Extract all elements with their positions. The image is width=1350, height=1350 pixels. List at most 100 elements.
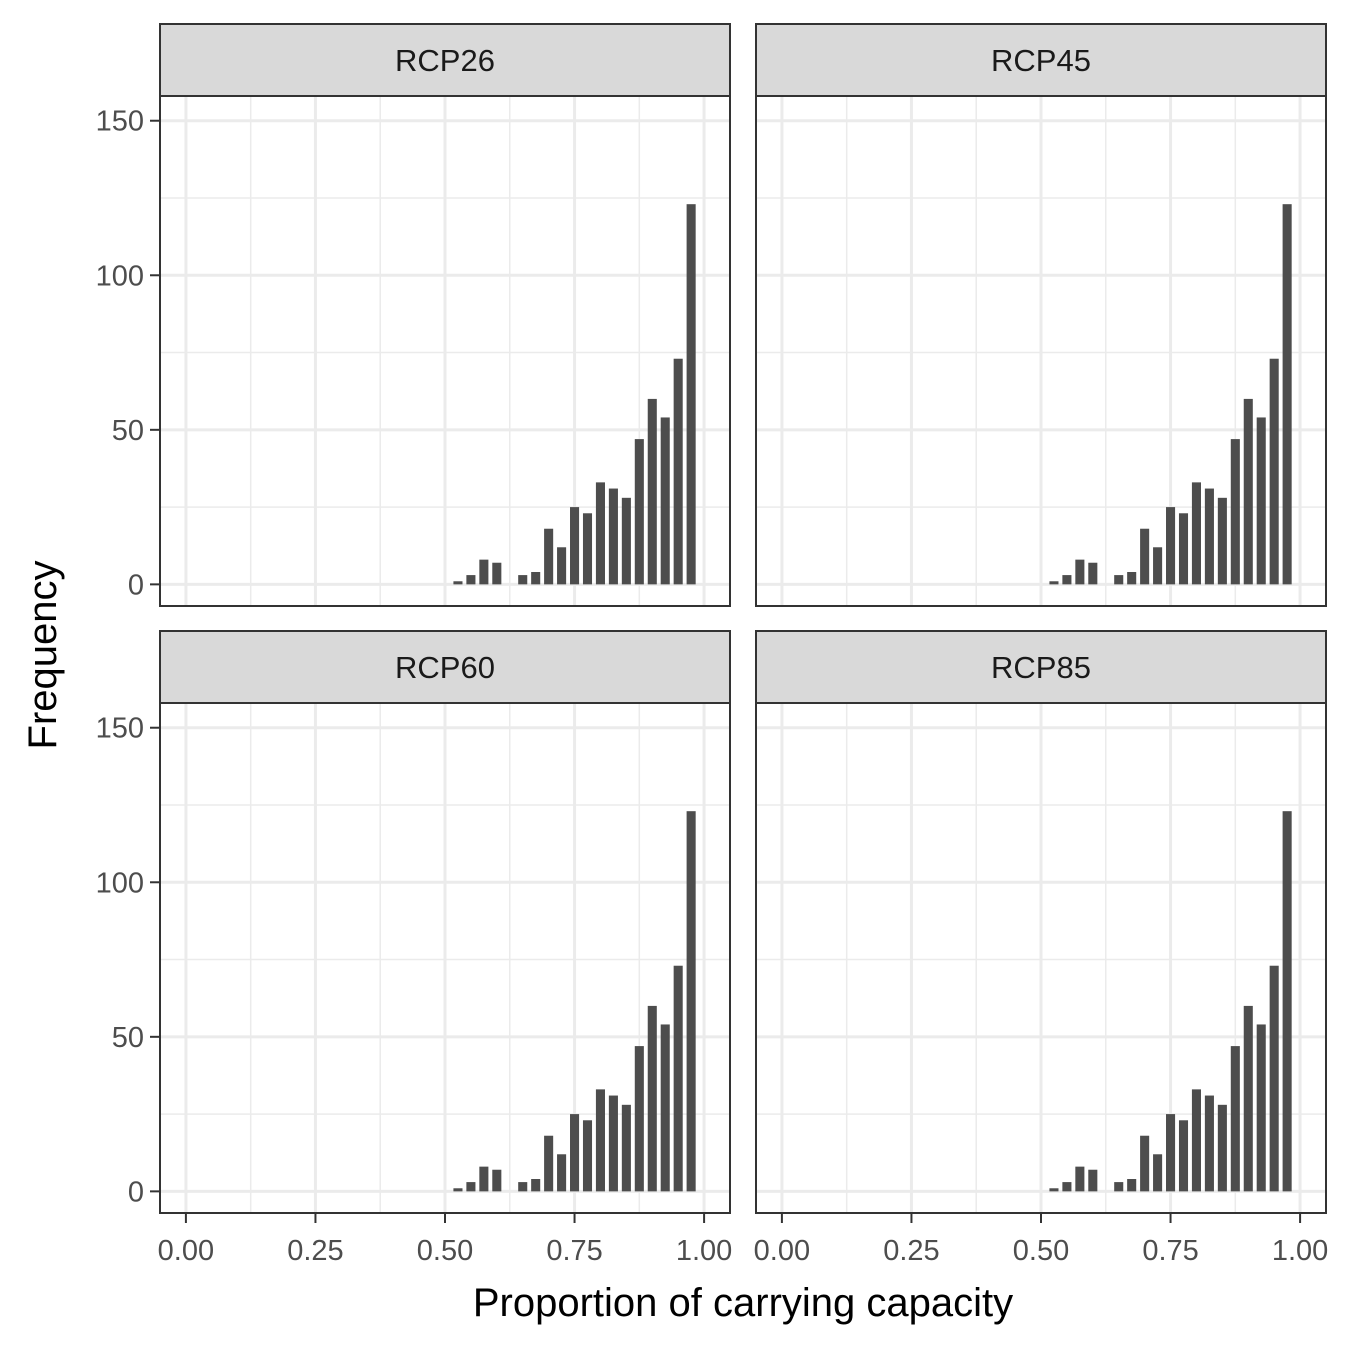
histogram-bar — [1127, 1179, 1137, 1192]
strip-header — [159, 23, 731, 97]
x-tick-label: 0.50 — [417, 1235, 473, 1267]
panels-layer: RCP26 0 50 100 150 RCP45 RCP60 0 50 100 150 0.00 0.2… — [96, 23, 1328, 1267]
histogram-bar — [1153, 1154, 1163, 1192]
histogram-bar — [660, 1024, 670, 1192]
panel-rcp26: RCP26 0 50 100 150 — [96, 23, 731, 607]
y-tick-label: 100 — [96, 260, 144, 292]
histogram-bar — [621, 1104, 631, 1192]
histogram-bar — [544, 1135, 554, 1192]
strip-header — [159, 630, 731, 704]
histogram-bar — [1217, 497, 1227, 585]
x-tick-label: 0.00 — [158, 1235, 214, 1267]
histogram-bar — [1075, 559, 1085, 585]
histogram-bar — [479, 559, 489, 585]
histogram-bar — [1178, 513, 1189, 585]
histogram-bar — [1140, 528, 1150, 585]
x-tick-label: 0.75 — [546, 1235, 602, 1267]
histogram-bar — [582, 1120, 593, 1192]
y-tick-label: 150 — [96, 713, 144, 745]
histogram-bar — [1256, 417, 1266, 585]
histogram-bar — [1282, 811, 1292, 1192]
panel-rcp60: RCP60 0 50 100 150 0.00 0.25 0.50 0.75 1.00 — [96, 630, 732, 1267]
histogram-bar — [492, 1169, 502, 1192]
strip-label: RCP60 — [395, 650, 495, 685]
histogram-bar — [1088, 1169, 1098, 1192]
panel-rcp85: RCP85 0.00 0.25 0.50 0.75 1.00 — [754, 630, 1328, 1267]
histogram-bar — [1217, 1104, 1227, 1192]
histogram-bar — [570, 1114, 580, 1192]
x-tick-label: 0.75 — [1142, 1235, 1198, 1267]
x-tick-label: 1.00 — [676, 1235, 732, 1267]
histogram-bar — [1062, 1182, 1072, 1192]
y-tick-label: 0 — [128, 1176, 144, 1208]
histogram-bar — [621, 497, 631, 585]
histogram-bar — [1140, 1135, 1150, 1192]
histogram-bar — [1204, 488, 1214, 585]
histogram-bar — [1166, 507, 1176, 585]
x-tick-label: 1.00 — [1272, 1235, 1328, 1267]
histogram-bar — [1127, 572, 1137, 585]
histogram-bar — [466, 1182, 476, 1192]
histogram-bar — [1153, 547, 1163, 585]
histogram-bar — [544, 528, 554, 585]
histogram-bar — [608, 1095, 618, 1192]
histogram-bar — [595, 1089, 605, 1192]
histogram-bar — [660, 417, 670, 585]
histogram-bar — [518, 1182, 528, 1192]
histogram-bar — [1269, 358, 1279, 585]
histogram-bar — [1282, 204, 1292, 585]
histogram-bar — [686, 204, 696, 585]
x-tick-label: 0.25 — [883, 1235, 939, 1267]
histogram-bar — [557, 547, 567, 585]
histogram-bar — [1178, 1120, 1189, 1192]
strip-label: RCP26 — [395, 43, 495, 78]
y-tick-label: 50 — [112, 415, 144, 447]
histogram-bar — [453, 1188, 463, 1192]
histogram-bar — [1243, 1005, 1253, 1192]
x-tick-label: 0.50 — [1013, 1235, 1069, 1267]
histogram-bar — [1269, 965, 1279, 1192]
histogram-bar — [1088, 562, 1098, 585]
histogram-bar — [647, 398, 657, 585]
y-tick-label: 0 — [128, 569, 144, 601]
histogram-bar — [1114, 575, 1124, 585]
histogram-bar — [1230, 1046, 1240, 1192]
histogram-bar — [1191, 482, 1201, 585]
x-tick-label: 0.25 — [287, 1235, 343, 1267]
histogram-bar — [1049, 581, 1059, 585]
histogram-bar — [1062, 575, 1072, 585]
histogram-bar — [582, 513, 593, 585]
strip-label: RCP85 — [991, 650, 1091, 685]
panel-rcp45: RCP45 — [755, 23, 1327, 607]
histogram-bar — [1049, 1188, 1059, 1192]
histogram-bar — [531, 1179, 541, 1192]
histogram-bar — [1256, 1024, 1266, 1192]
histogram-bar — [673, 358, 683, 585]
histogram-bar — [608, 488, 618, 585]
histogram-bar — [686, 811, 696, 1192]
histogram-bar — [673, 965, 683, 1192]
histogram-bar — [1191, 1089, 1201, 1192]
histogram-bar — [570, 507, 580, 585]
strip-header — [755, 630, 1327, 704]
histogram-bar — [1075, 1166, 1085, 1192]
y-tick-label: 50 — [112, 1022, 144, 1054]
histogram-bar — [595, 482, 605, 585]
histogram-bar — [479, 1166, 489, 1192]
x-tick-label: 0.00 — [754, 1235, 810, 1267]
histogram-bar — [531, 572, 541, 585]
histogram-bar — [518, 575, 528, 585]
histogram-bar — [1114, 1182, 1124, 1192]
histogram-bar — [453, 581, 463, 585]
histogram-bar — [1230, 439, 1240, 585]
histogram-bar — [557, 1154, 567, 1192]
histogram-bar — [1166, 1114, 1176, 1192]
histogram-bar — [1204, 1095, 1214, 1192]
strip-header — [755, 23, 1327, 97]
histogram-bar — [466, 575, 476, 585]
histogram-bar — [634, 439, 644, 585]
strip-label: RCP45 — [991, 43, 1091, 78]
y-tick-label: 150 — [96, 106, 144, 138]
histogram-bar — [1243, 398, 1253, 585]
